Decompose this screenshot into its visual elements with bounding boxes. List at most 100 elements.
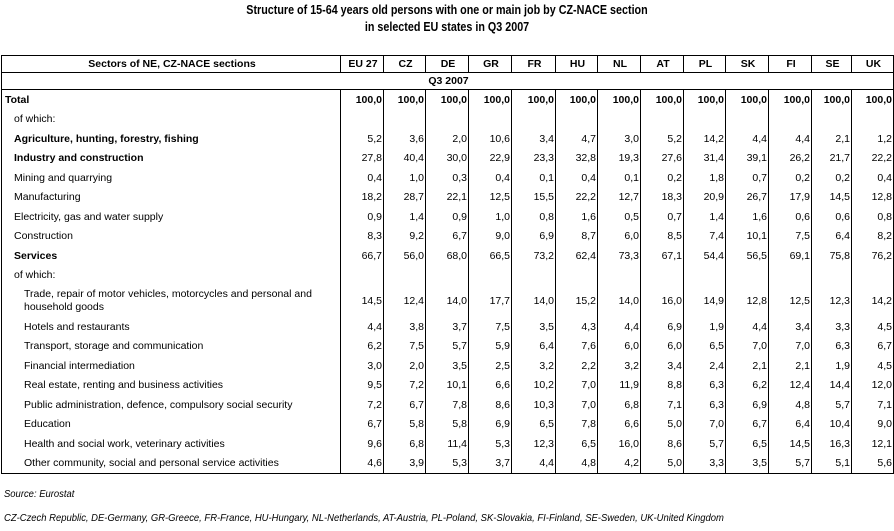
cell-value: 6,5 (725, 434, 769, 454)
cell-value: 5,2 (340, 129, 384, 149)
table-row: Real estate, renting and business activi… (1, 375, 894, 395)
cell-value: 4,3 (555, 317, 598, 337)
cell-value: 0,2 (768, 168, 812, 188)
cell-value (683, 265, 726, 285)
header-col: UK (851, 55, 894, 73)
cell-value: 3,4 (768, 317, 812, 337)
cell-value: 22,2 (555, 187, 598, 207)
cell-value: 6,5 (511, 414, 556, 434)
cell-value: 14,0 (511, 285, 556, 317)
cell-value: 3,3 (811, 317, 852, 337)
cell-value: 5,7 (683, 434, 726, 454)
cell-value: 0,7 (640, 207, 684, 227)
cell-value: 12,8 (851, 187, 894, 207)
cell-value: 100,0 (597, 89, 641, 110)
cell-value: 3,6 (383, 129, 426, 149)
cell-value: 56,0 (383, 246, 426, 266)
cell-value: 22,1 (425, 187, 469, 207)
cell-value: 9,5 (340, 375, 384, 395)
cell-value: 6,2 (725, 375, 769, 395)
cell-value (811, 109, 852, 129)
cell-value: 100,0 (768, 89, 812, 110)
cell-value: 6,0 (597, 226, 641, 246)
cell-value: 6,7 (725, 414, 769, 434)
cell-value: 8,5 (640, 226, 684, 246)
cell-value: 100,0 (383, 89, 426, 110)
cell-value: 0,4 (468, 168, 512, 188)
cell-value: 69,1 (768, 246, 812, 266)
country-legend: CZ-Czech Republic, DE-Germany, GR-Greece… (4, 512, 724, 524)
table-row: Agriculture, hunting, forestry, fishing 5… (1, 129, 894, 149)
table-row: Services 66,7 56,0 68,0 66,5 73,2 62,4 73,3 67,1… (1, 246, 894, 266)
cell-value (340, 265, 384, 285)
cell-value: 7,5 (468, 317, 512, 337)
cell-value (340, 109, 384, 129)
cell-value: 10,3 (511, 395, 556, 415)
cell-value: 1,6 (555, 207, 598, 227)
cell-value: 0,3 (425, 168, 469, 188)
cell-value: 12,4 (383, 285, 426, 317)
header-row: Sectors of NE, CZ-NACE sections EU 27 CZ… (1, 55, 894, 73)
header-col: PL (683, 55, 726, 73)
cell-value: 6,0 (597, 336, 641, 356)
cell-value: 100,0 (511, 89, 556, 110)
cell-value: 6,0 (640, 336, 684, 356)
cell-value: 11,4 (425, 434, 469, 454)
cell-value: 100,0 (555, 89, 598, 110)
cell-value: 2,5 (468, 356, 512, 376)
cell-value: 5,1 (811, 453, 852, 474)
row-label: Industry and construction (1, 148, 341, 168)
cell-value (555, 109, 598, 129)
cell-value: 21,7 (811, 148, 852, 168)
cell-value: 54,4 (683, 246, 726, 266)
cell-value: 14,5 (340, 285, 384, 317)
cell-value: 6,5 (683, 336, 726, 356)
cell-value: 7,6 (555, 336, 598, 356)
cell-value: 6,4 (811, 226, 852, 246)
cell-value: 0,9 (425, 207, 469, 227)
cell-value: 12,3 (511, 434, 556, 454)
cell-value: 8,3 (340, 226, 384, 246)
cell-value: 39,1 (725, 148, 769, 168)
cell-value: 2,4 (683, 356, 726, 376)
cell-value: 68,0 (425, 246, 469, 266)
cell-value: 32,8 (555, 148, 598, 168)
cell-value: 6,4 (768, 414, 812, 434)
cell-value: 6,7 (851, 336, 894, 356)
cell-value: 0,8 (851, 207, 894, 227)
row-label: Services (1, 246, 341, 266)
cell-value: 7,4 (683, 226, 726, 246)
row-label: Financial intermediation (1, 356, 341, 376)
cell-value: 5,3 (468, 434, 512, 454)
cell-value: 10,6 (468, 129, 512, 149)
cell-value: 10,1 (725, 226, 769, 246)
cell-value: 4,4 (597, 317, 641, 337)
table-row: Manufacturing 18,2 28,7 22,1 12,5 15,5 22,2 12,… (1, 187, 894, 207)
cell-value: 12,7 (597, 187, 641, 207)
row-label: Real estate, renting and business activi… (1, 375, 341, 395)
row-label: Education (1, 414, 341, 434)
cell-value: 66,7 (340, 246, 384, 266)
period-row: Q3 2007 (1, 72, 894, 90)
cell-value: 7,1 (851, 395, 894, 415)
cell-value: 6,6 (597, 414, 641, 434)
cell-value: 5,0 (640, 414, 684, 434)
cell-value: 0,8 (511, 207, 556, 227)
cell-value: 1,0 (383, 168, 426, 188)
cell-value: 0,6 (811, 207, 852, 227)
cell-value (851, 265, 894, 285)
cell-value: 28,7 (383, 187, 426, 207)
cell-value: 27,8 (340, 148, 384, 168)
cell-value: 6,7 (340, 414, 384, 434)
cell-value: 5,7 (768, 453, 812, 474)
row-label: Construction (1, 226, 341, 246)
cell-value: 7,1 (640, 395, 684, 415)
cell-value: 1,4 (383, 207, 426, 227)
cell-value: 6,3 (811, 336, 852, 356)
cell-value: 8,2 (851, 226, 894, 246)
cell-value: 1,6 (725, 207, 769, 227)
cell-value: 6,3 (683, 375, 726, 395)
cell-value: 2,0 (383, 356, 426, 376)
cell-value: 4,7 (555, 129, 598, 149)
cell-value: 0,7 (725, 168, 769, 188)
